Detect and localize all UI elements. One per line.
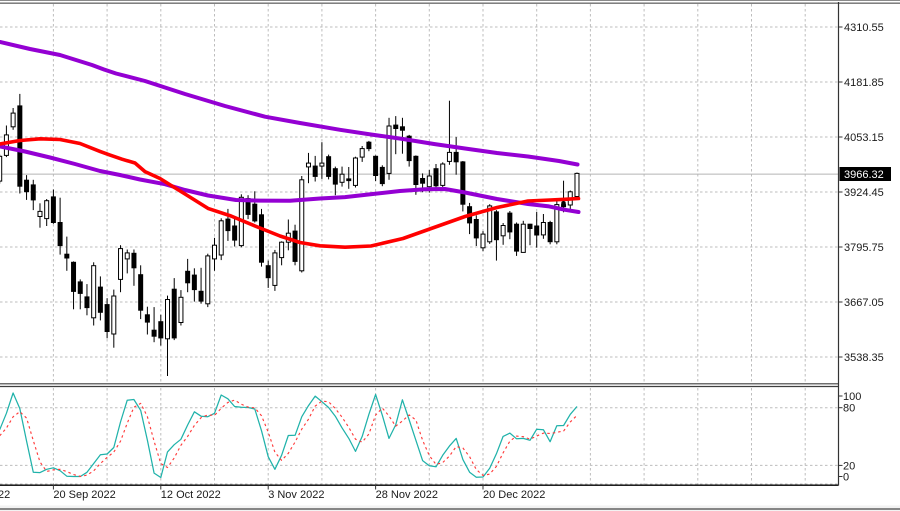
svg-text:28 Nov 2022: 28 Nov 2022 [376,489,438,501]
svg-text:3 Nov 2022: 3 Nov 2022 [268,489,324,501]
svg-text:0: 0 [843,472,849,484]
svg-text:29 Aug 2022: 29 Aug 2022 [0,489,10,501]
svg-text:80: 80 [843,403,855,415]
svg-text:20 Sep 2022: 20 Sep 2022 [53,489,115,501]
svg-text:3966.32: 3966.32 [844,169,884,181]
svg-text:3924.45: 3924.45 [844,187,884,199]
svg-text:20: 20 [843,460,855,472]
svg-text:4181.85: 4181.85 [844,77,884,89]
svg-text:4310.55: 4310.55 [844,22,884,34]
svg-text:3667.05: 3667.05 [844,297,884,309]
svg-text:100: 100 [843,391,861,403]
svg-text:3795.75: 3795.75 [844,242,884,254]
svg-text:4053.15: 4053.15 [844,132,884,144]
svg-text:12 Oct 2022: 12 Oct 2022 [161,489,221,501]
svg-text:3538.35: 3538.35 [844,352,884,364]
svg-text:20 Dec 2022: 20 Dec 2022 [483,489,545,501]
